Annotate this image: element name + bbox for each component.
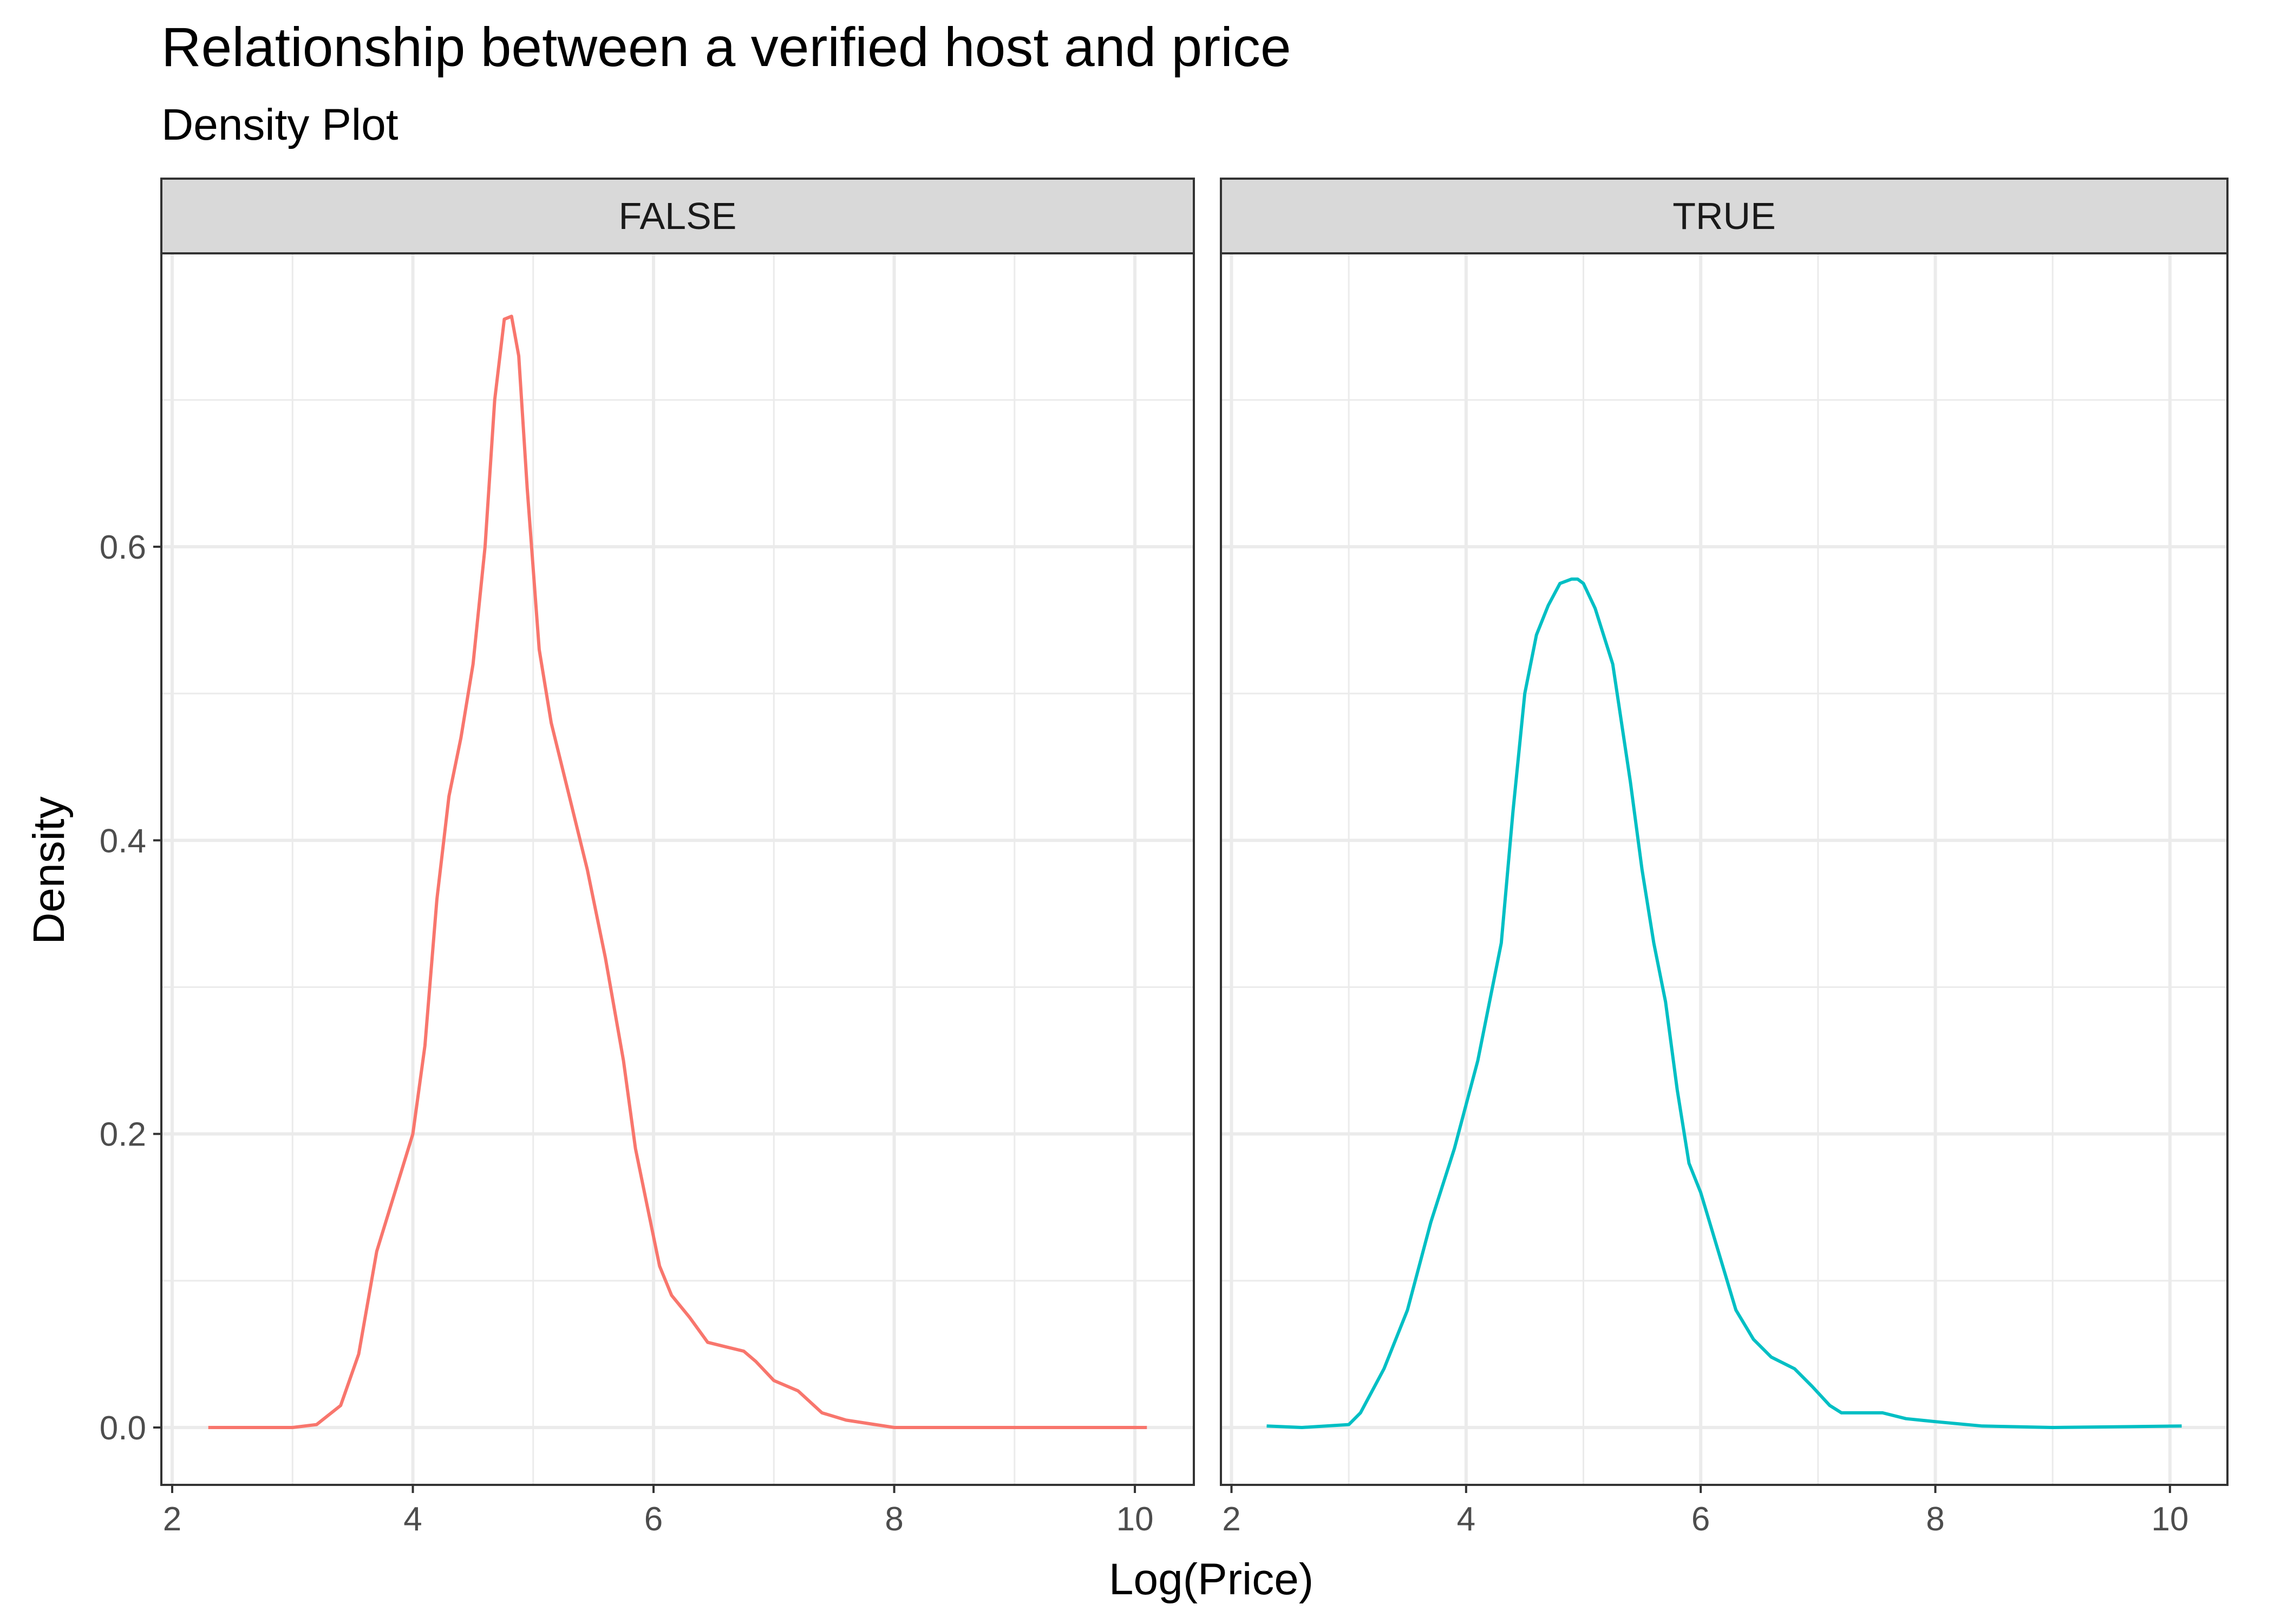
chart-subtitle: Density Plot [161,100,398,149]
facet-panel-false: FALSE 2 4 6 8 10 [160,178,1195,1538]
panel-background [161,253,1194,1485]
x-tick-label: 6 [1691,1501,1710,1538]
facet-strip-label: TRUE [1672,195,1776,237]
x-tick-label: 10 [2151,1501,2188,1538]
x-tick-label: 2 [163,1501,181,1538]
x-tick-label: 8 [1926,1501,1944,1538]
y-tick-label: 0.6 [100,529,146,566]
x-tick-label: 6 [644,1501,663,1538]
density-line-true [1266,577,2182,1429]
y-tick-label: 0.0 [100,1410,146,1447]
x-tick-label: 10 [1116,1501,1154,1538]
chart-title: Relationship between a verified host and… [161,16,1291,78]
x-tick-label: 8 [885,1501,903,1538]
facet-strip [160,178,1195,254]
x-tick-label: 4 [1457,1501,1475,1538]
y-axis-title: Density [24,796,74,944]
y-tick-label: 0.4 [100,822,146,860]
density-line-false [208,315,1147,1429]
facet-panel-true: TRUE 2 4 6 8 10 [1220,178,2229,1538]
panel-background [1221,253,2227,1485]
y-axis: 0.0 0.2 0.4 0.6 [100,529,161,1447]
x-tick-label: 4 [403,1501,422,1538]
x-axis-title: Log(Price) [1109,1555,1314,1604]
x-tick-label: 2 [1222,1501,1240,1538]
y-tick-label: 0.2 [100,1116,146,1154]
facet-strip [1220,178,2229,254]
facet-strip-label: FALSE [619,195,737,237]
